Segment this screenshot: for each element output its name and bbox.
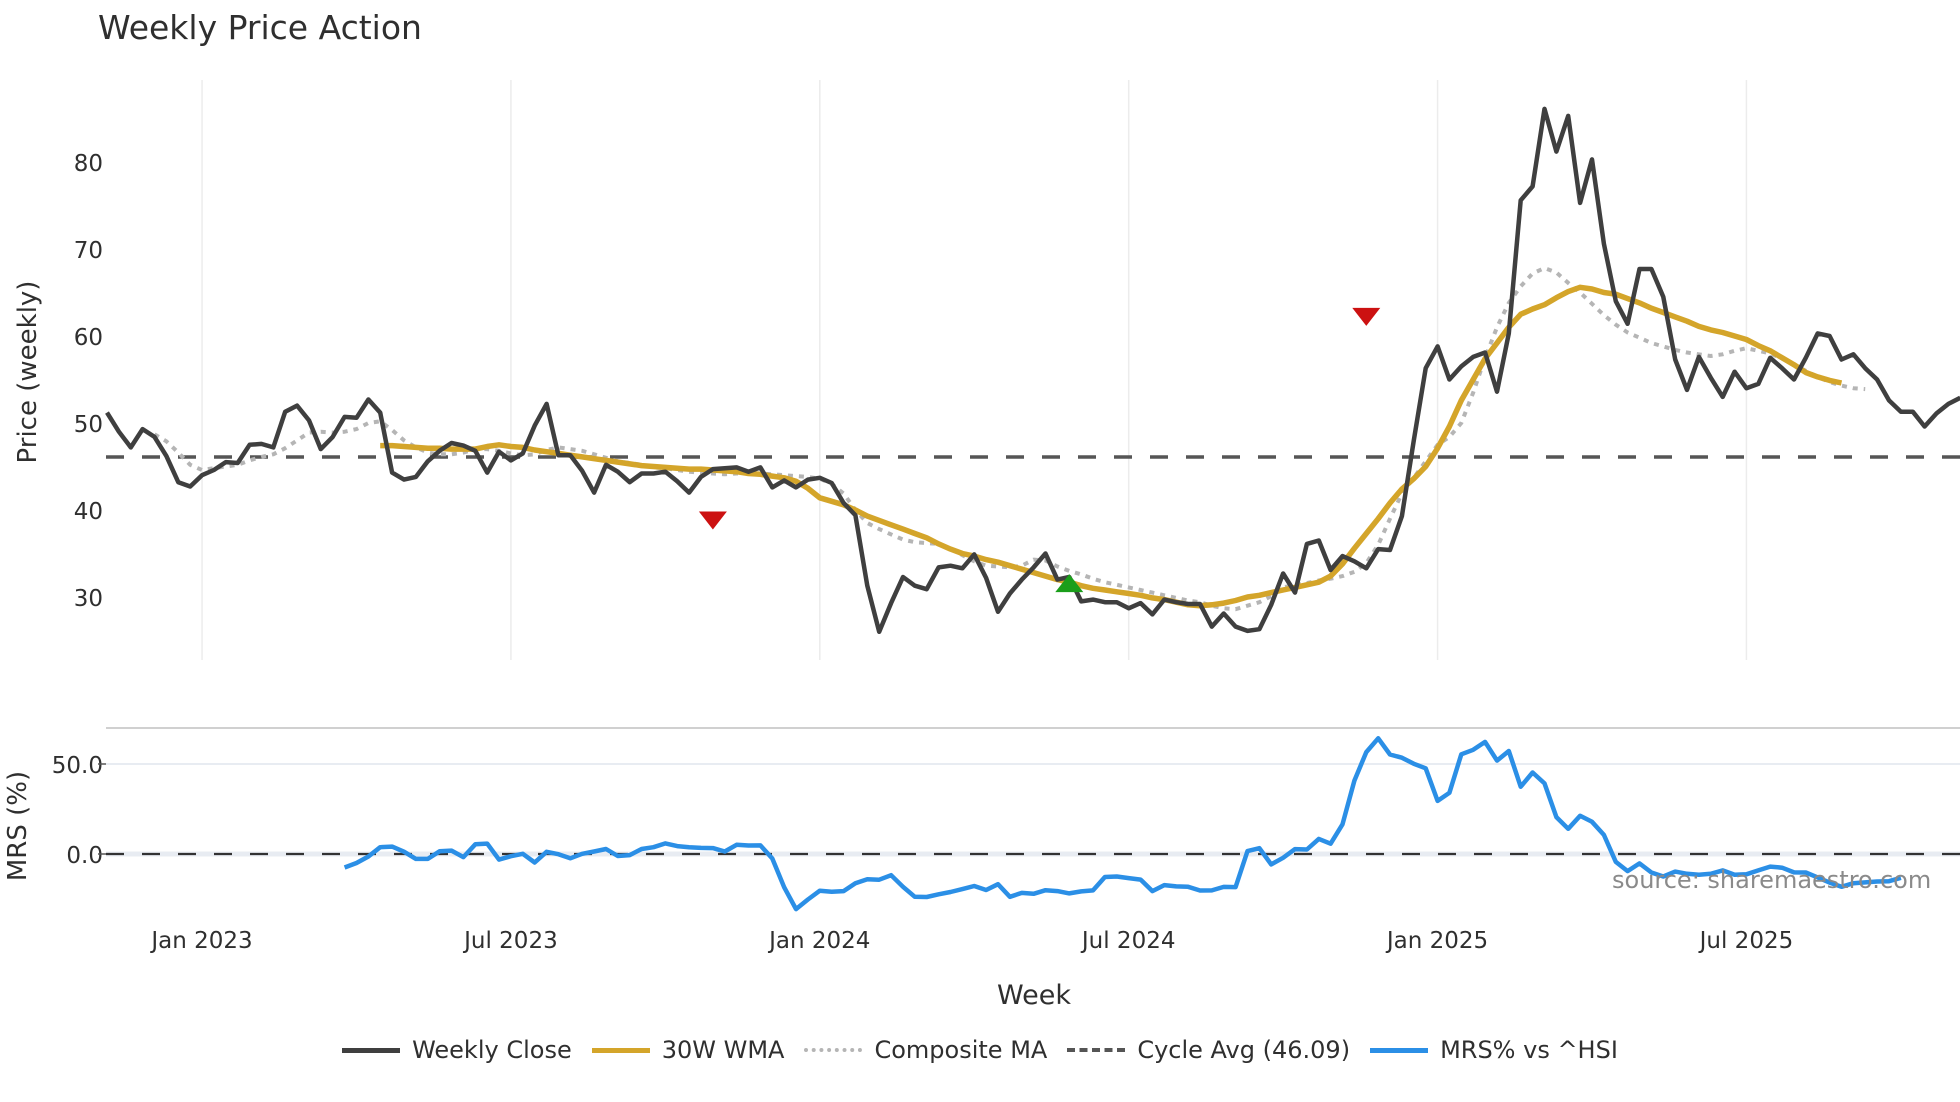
svg-text:Jul 2024: Jul 2024 xyxy=(1080,928,1176,954)
sell-signal-marker-icon xyxy=(1352,307,1381,326)
legend-label: Cycle Avg (46.09) xyxy=(1137,1036,1351,1064)
legend-label: MRS% vs ^HSI xyxy=(1440,1036,1618,1064)
svg-text:Jul 2023: Jul 2023 xyxy=(462,928,558,954)
sell-signal-marker-icon xyxy=(698,511,727,530)
mrs-y-axis-label: MRS (%) xyxy=(3,771,33,881)
svg-text:50.0: 50.0 xyxy=(52,753,103,779)
svg-text:Jan 2024: Jan 2024 xyxy=(767,928,870,954)
price-y-axis: 30 40 50 60 70 80 xyxy=(74,151,103,612)
mrs-line xyxy=(343,736,1902,912)
signal-markers xyxy=(698,307,1381,593)
composite-ma-line xyxy=(153,266,1866,612)
svg-text:40: 40 xyxy=(74,499,103,525)
svg-text:30: 30 xyxy=(74,586,103,612)
legend-swatch-weekly-close xyxy=(342,1047,401,1053)
weekly-close-line xyxy=(105,106,1960,635)
legend-swatch-mrs xyxy=(1370,1047,1429,1053)
legend-item-weekly-close[interactable]: Weekly Close xyxy=(342,1036,572,1064)
legend: Weekly Close 30W WMA Composite MA Cycle … xyxy=(0,1036,1960,1064)
legend-item-composite[interactable]: Composite MA xyxy=(804,1036,1047,1064)
price-gridlines xyxy=(201,80,1748,660)
price-y-axis-label: Price (weekly) xyxy=(13,281,43,464)
buy-signal-marker-icon xyxy=(1055,574,1084,593)
x-axis-ticks: Jan 2023 Jul 2023 Jan 2024 Jul 2024 Jan 2025… xyxy=(149,928,1793,954)
legend-item-wma[interactable]: 30W WMA xyxy=(591,1036,785,1064)
chart-title: Weekly Price Action xyxy=(98,8,422,47)
svg-text:80: 80 xyxy=(74,151,103,177)
svg-text:Jul 2025: Jul 2025 xyxy=(1698,928,1794,954)
legend-label: Composite MA xyxy=(874,1036,1048,1064)
svg-text:70: 70 xyxy=(74,238,103,264)
mrs-gridlines xyxy=(106,763,1960,857)
legend-item-cycle-avg[interactable]: Cycle Avg (46.09) xyxy=(1067,1036,1350,1064)
svg-text:Jan 2025: Jan 2025 xyxy=(1385,928,1488,954)
legend-label: 30W WMA xyxy=(661,1036,785,1064)
svg-text:0.0: 0.0 xyxy=(66,843,103,869)
source-note: source: sharemaestro.com xyxy=(1612,866,1932,894)
mrs-y-axis: 0.0 50.0 xyxy=(52,753,106,869)
x-axis-label: Week xyxy=(997,980,1071,1011)
legend-swatch-composite xyxy=(804,1048,863,1052)
svg-text:60: 60 xyxy=(74,325,103,351)
legend-swatch-wma xyxy=(591,1047,650,1053)
legend-item-mrs[interactable]: MRS% vs ^HSI xyxy=(1370,1036,1618,1064)
legend-label: Weekly Close xyxy=(412,1036,572,1064)
svg-text:Jan 2023: Jan 2023 xyxy=(149,928,252,954)
wma-30w-line xyxy=(380,284,1843,609)
svg-text:50: 50 xyxy=(74,412,103,438)
legend-swatch-cycle-avg xyxy=(1067,1048,1126,1052)
